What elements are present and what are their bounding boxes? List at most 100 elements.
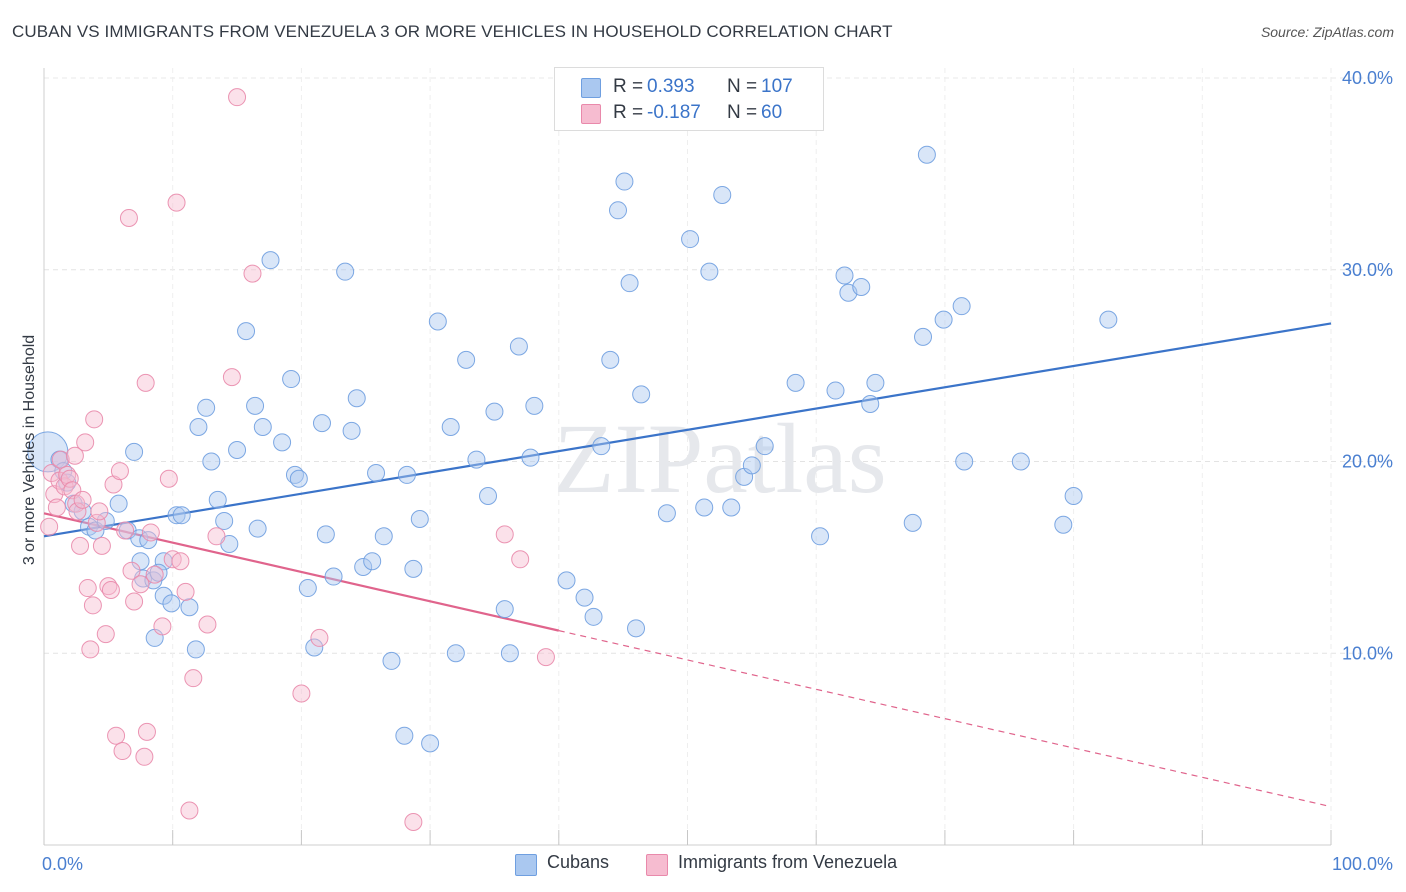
venezuela-point xyxy=(180,801,199,820)
cubans-point xyxy=(525,396,544,415)
venezuela-point xyxy=(47,498,66,517)
venezuela-point xyxy=(110,462,129,481)
venezuela-point xyxy=(137,722,156,741)
cubans-point xyxy=(324,567,343,586)
cubans-point xyxy=(917,145,936,164)
venezuela-point xyxy=(536,648,555,667)
y-tick-label: 40.0% xyxy=(1342,68,1393,88)
venezuela-point xyxy=(511,550,530,569)
cubans-point xyxy=(154,586,173,605)
legend-n-value: 107 xyxy=(761,76,793,97)
cubans-point xyxy=(557,571,576,590)
cubans-point xyxy=(167,506,186,525)
venezuela-trend-line xyxy=(43,512,560,632)
venezuela-point xyxy=(122,561,141,580)
cubans-point xyxy=(374,527,393,546)
cubans-point xyxy=(575,588,594,607)
legend-r-label: R = xyxy=(613,102,644,123)
cubans-point xyxy=(215,511,234,530)
cubans-point xyxy=(584,607,603,626)
cubans-point xyxy=(914,327,933,346)
cubans-point xyxy=(131,552,150,571)
cubans-point xyxy=(208,490,227,509)
venezuela-point xyxy=(87,513,106,532)
venezuela-point xyxy=(40,517,59,536)
venezuela-point xyxy=(153,617,172,636)
cubans-point xyxy=(722,498,741,517)
cubans-point xyxy=(1099,310,1118,329)
cubans-point xyxy=(457,350,476,369)
cubans-point xyxy=(186,640,205,659)
venezuela-point xyxy=(73,490,92,509)
venezuela-point xyxy=(145,565,164,584)
venezuela-point xyxy=(90,502,109,521)
cubans-point xyxy=(509,337,528,356)
trend-lines xyxy=(43,322,1332,808)
venezuela-point xyxy=(310,628,329,647)
cubans-point xyxy=(695,498,714,517)
venezuela-point xyxy=(113,742,132,761)
venezuela-point xyxy=(141,523,160,542)
cubans-point xyxy=(162,594,181,613)
cubans-point xyxy=(342,421,361,440)
venezuela-point xyxy=(495,525,514,544)
venezuela-point xyxy=(81,640,100,659)
cubans-point xyxy=(903,513,922,532)
venezuela-point xyxy=(136,373,155,392)
cubans-point xyxy=(228,440,247,459)
venezuela-point xyxy=(171,552,190,571)
venezuela-point xyxy=(42,464,61,483)
cubans-point xyxy=(298,579,317,598)
y-tick-label: 20.0% xyxy=(1342,452,1393,472)
cubans-point xyxy=(189,417,208,436)
cubans-point xyxy=(367,464,386,483)
cubans-point xyxy=(428,312,447,331)
legend-n-label: N = xyxy=(727,76,758,97)
cubans-point xyxy=(197,398,216,417)
cubans-point xyxy=(700,262,719,281)
venezuela-point xyxy=(159,469,178,488)
venezuela-point xyxy=(163,550,182,569)
cubans-point xyxy=(441,417,460,436)
cubans-point xyxy=(495,600,514,619)
venezuela-point xyxy=(85,410,104,429)
legend-row-cubans: R = 0.393 N = 107 xyxy=(555,74,823,100)
cubans-point xyxy=(395,726,414,745)
cubans-point xyxy=(485,402,504,421)
legend-r-label: R = xyxy=(613,76,644,97)
cubans-point xyxy=(1011,452,1030,471)
legend-swatch-pink xyxy=(646,854,668,876)
cubans-point xyxy=(479,487,498,506)
legend-r-value: 0.393 xyxy=(647,76,695,97)
venezuela-point xyxy=(76,433,95,452)
cubans-point xyxy=(261,251,280,270)
cubans-point xyxy=(305,638,324,657)
cubans-point xyxy=(609,201,628,220)
cubans-point xyxy=(237,322,256,341)
legend-n-label: N = xyxy=(727,102,758,123)
cubans-point xyxy=(934,310,953,329)
venezuela-point xyxy=(222,368,241,387)
cubans-point xyxy=(592,437,611,456)
cubans-point xyxy=(1054,515,1073,534)
source-label: Source: ZipAtlas.com xyxy=(1260,24,1394,40)
venezuela-point xyxy=(45,485,64,504)
cubans-point xyxy=(347,389,366,408)
cubans-point xyxy=(615,172,634,191)
cubans-point xyxy=(620,274,639,293)
cubans-point xyxy=(172,506,191,525)
cubans-point xyxy=(861,394,880,413)
venezuela-point xyxy=(71,536,90,555)
cubans-point xyxy=(336,262,355,281)
venezuela-point xyxy=(135,747,154,766)
cubans-point xyxy=(96,511,115,530)
cubans-point xyxy=(713,185,732,204)
legend-row-venezuela: R = -0.187 N = 60 xyxy=(555,100,823,126)
venezuela-point xyxy=(207,527,226,546)
cubans-point xyxy=(253,417,272,436)
legend-label: Immigrants from Venezuela xyxy=(678,852,898,872)
cubans-point xyxy=(282,370,301,389)
legend-swatch-pink xyxy=(581,104,601,124)
venezuela-point xyxy=(92,536,111,555)
